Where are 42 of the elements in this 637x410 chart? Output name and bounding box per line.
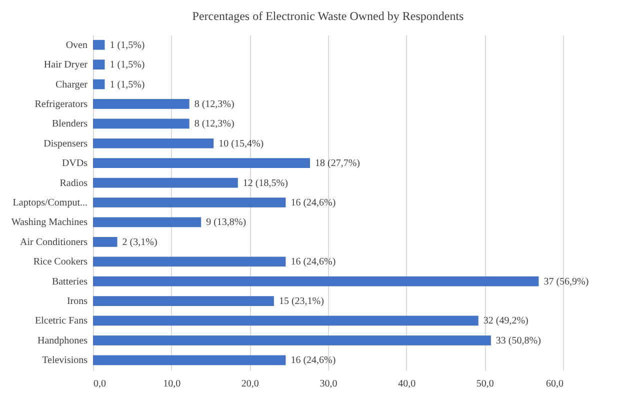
y-tick-label: Charger — [55, 79, 88, 90]
y-tick-label: Irons — [66, 296, 88, 308]
x-tick-label: 40,0 — [398, 378, 416, 390]
x-tick-label: 30,0 — [320, 378, 338, 390]
y-tick-label: Radios — [60, 178, 88, 189]
data-label: 15 (23,1%) — [278, 296, 324, 308]
y-tick-label: Air Conditioners — [20, 236, 88, 248]
y-tick-label: Washing Machines — [11, 217, 88, 228]
y-tick-label: DVDs — [62, 158, 88, 170]
data-label: 2 (3,1%) — [122, 236, 158, 248]
x-tick-label: 10,0 — [163, 378, 181, 390]
data-label: 1 (1,5%) — [110, 40, 145, 51]
y-tick-label: Refrigerators — [34, 98, 88, 110]
x-tick-label: 60,0 — [546, 378, 564, 390]
data-label: 37 (56,9%) — [544, 276, 589, 288]
x-tick-label: 50,0 — [476, 378, 494, 390]
y-tick-label: Laptops/Comput... — [12, 198, 88, 208]
y-tick-label: Rice Cookers — [33, 256, 88, 268]
y-tick-label: Hair Dryer — [44, 60, 88, 71]
data-label: 33 (50,8%) — [496, 335, 541, 346]
data-label: 16 (24,6%) — [290, 355, 336, 366]
data-label: 32 (49,2%) — [483, 316, 528, 327]
data-label: 9 (13,8%) — [206, 217, 246, 228]
y-tick-label: Handphones — [38, 335, 88, 346]
data-label: 1 (1,5%) — [110, 79, 145, 90]
data-label: 12 (18,5%) — [242, 178, 288, 189]
y-tick-label: Elcetric Fans — [35, 316, 88, 327]
data-label: 1 (1,5%) — [110, 60, 145, 71]
data-label: 10 (15,4%) — [218, 138, 264, 150]
data-label: 18 (27,7%) — [314, 158, 360, 170]
x-tick-label: 20,0 — [241, 378, 259, 390]
y-tick-label: Televisions — [42, 355, 88, 366]
y-tick-label: Oven — [66, 40, 88, 51]
data-label: 8 (12,3%) — [194, 118, 234, 130]
data-label: 16 (24,6%) — [290, 256, 336, 268]
chart-title: Percentages of Electronic Waste Owned by Respondents — [192, 9, 464, 23]
y-tick-label: Blenders — [52, 118, 88, 130]
data-label: 8 (12,3%) — [194, 98, 234, 110]
data-label: 16 (24,6%) — [290, 198, 336, 208]
y-tick-label: Dispensers — [44, 138, 88, 150]
y-tick-label: Batteries — [52, 276, 88, 288]
x-tick-label: 0,0 — [94, 378, 106, 390]
